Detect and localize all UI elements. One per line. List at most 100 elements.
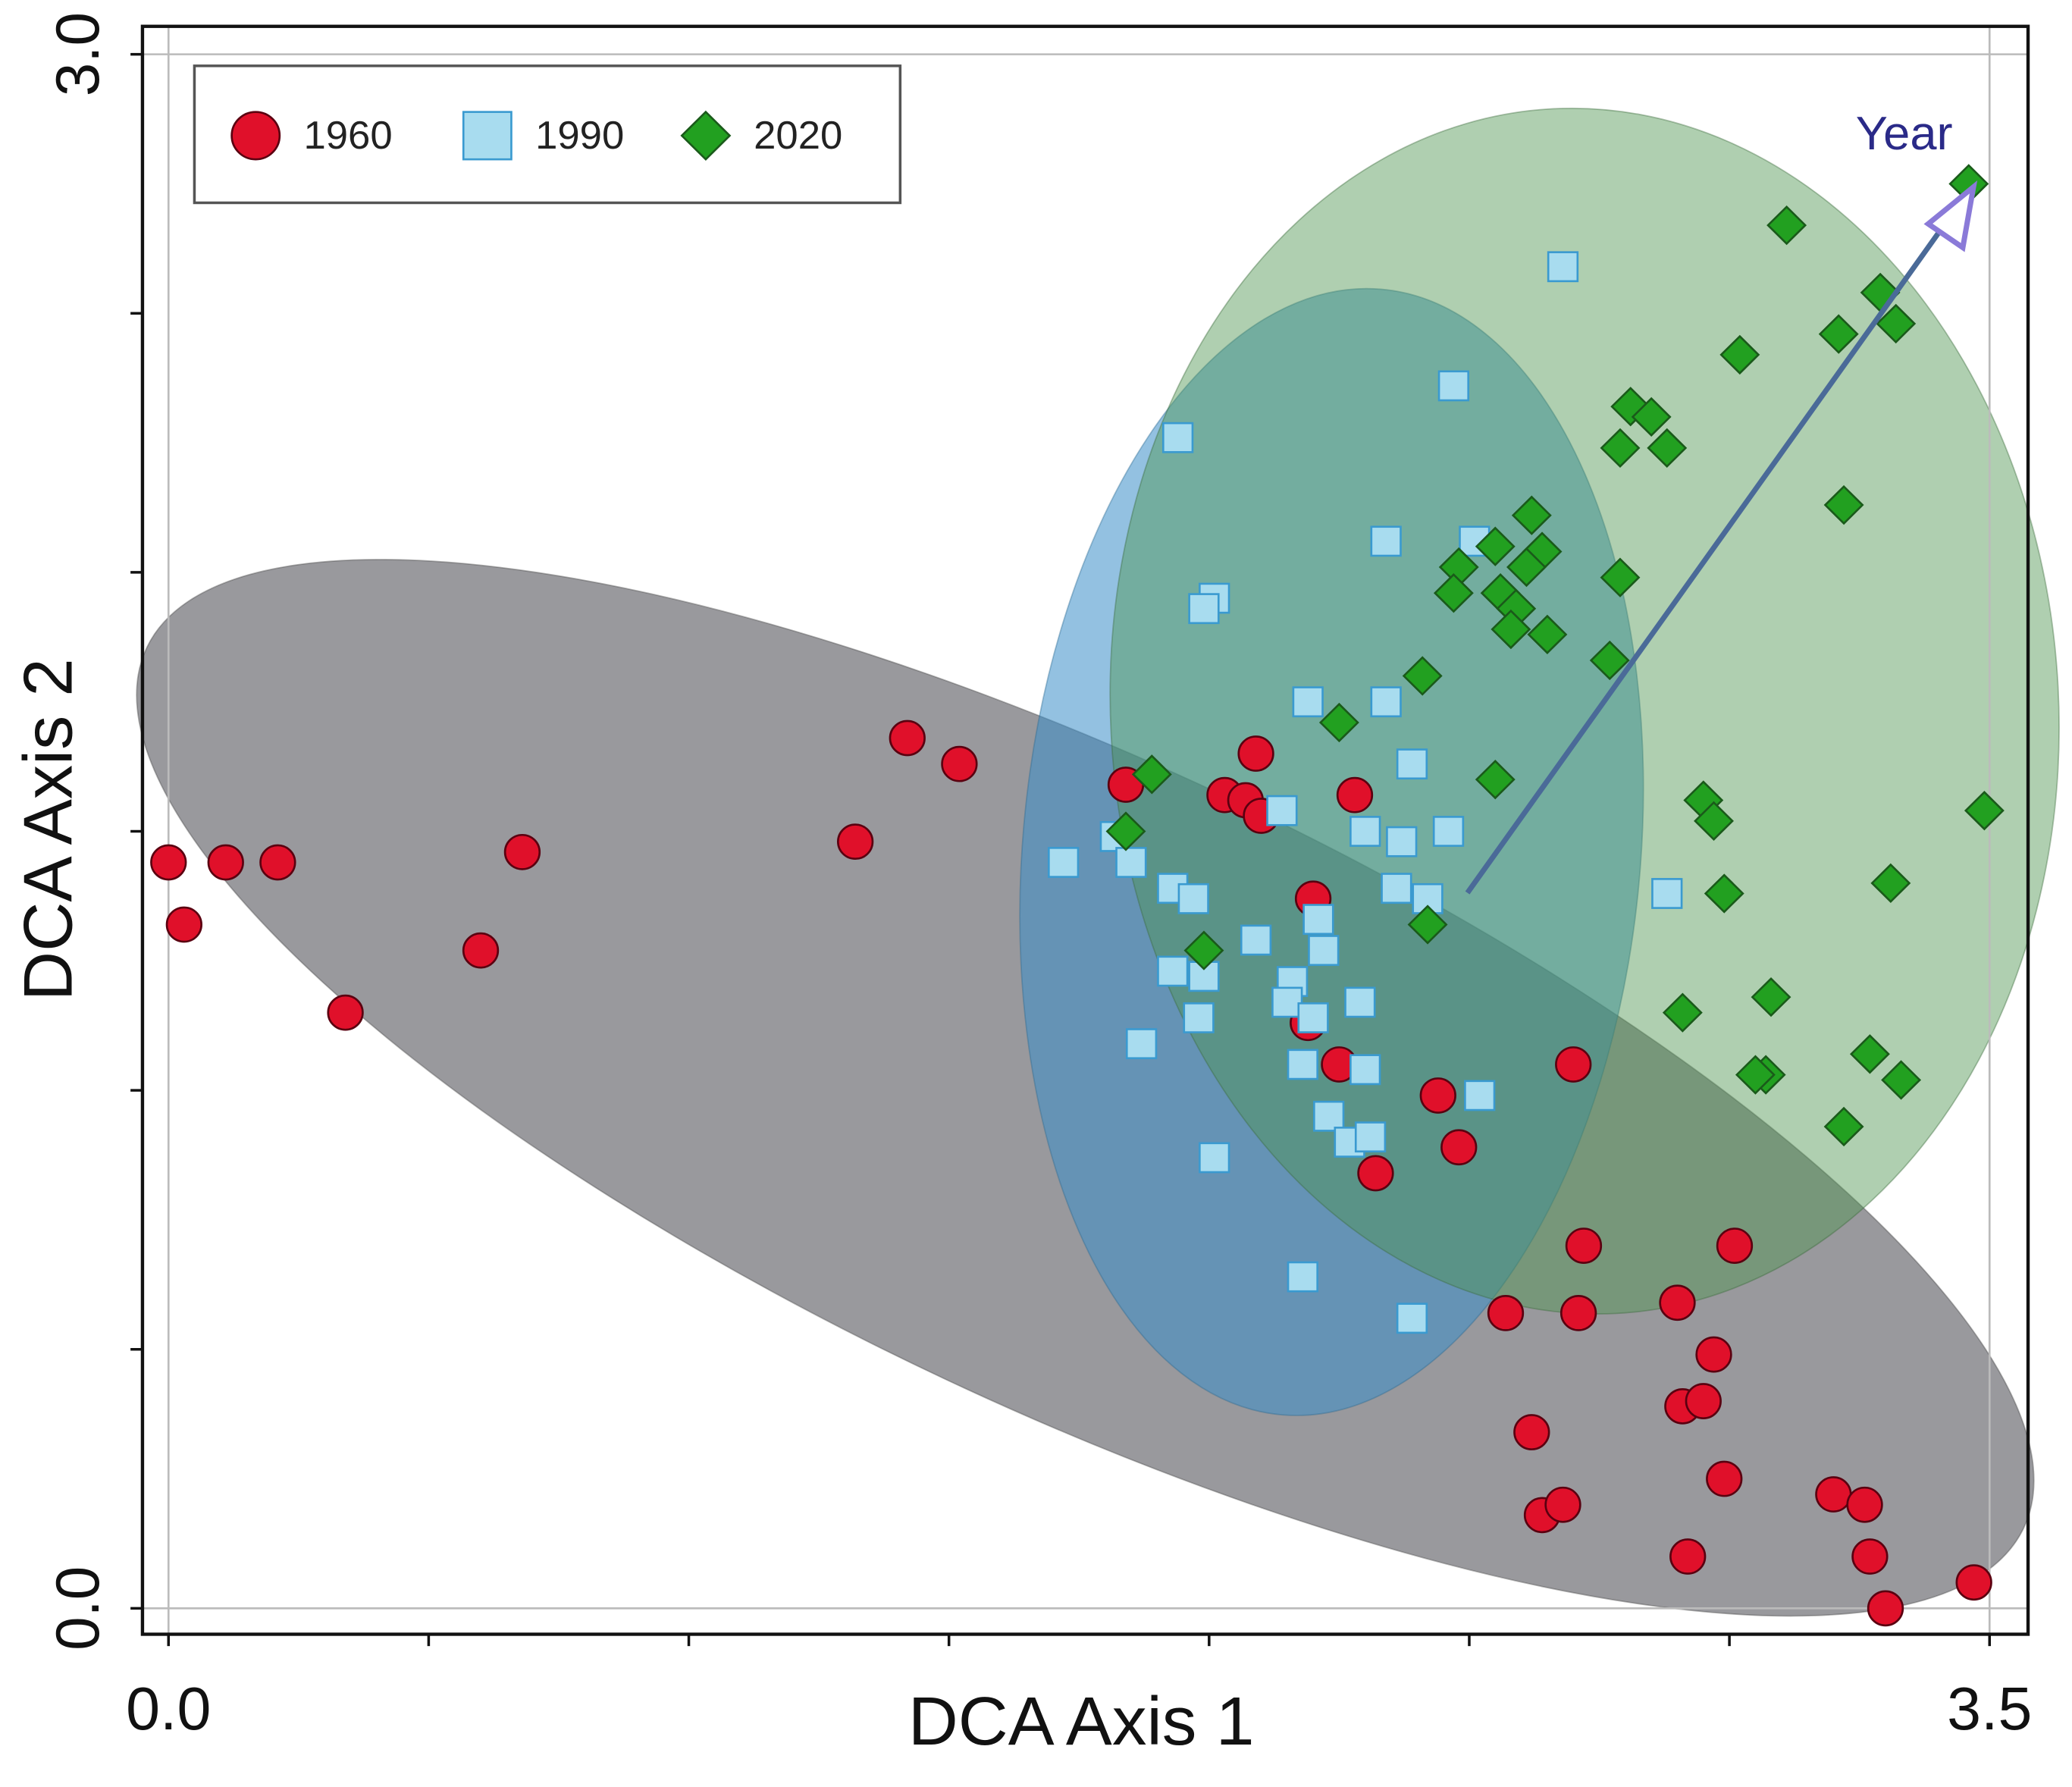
point — [1669, 1538, 1707, 1575]
point — [327, 994, 364, 1031]
point — [1735, 1055, 1776, 1095]
point — [1881, 1060, 1922, 1100]
point — [1437, 370, 1470, 402]
point — [1370, 525, 1402, 557]
x-axis-label: DCA Axis 1 — [908, 1683, 1255, 1759]
point — [1766, 205, 1807, 246]
ellipse-1990 — [1019, 287, 1644, 1416]
point — [1125, 1028, 1158, 1060]
point — [1354, 1121, 1387, 1153]
legend-label: 1990 — [535, 114, 624, 158]
y-tick-label: 0.0 — [44, 1566, 113, 1651]
point — [1402, 656, 1443, 696]
point — [1487, 1295, 1525, 1331]
point — [1867, 1590, 1904, 1627]
point — [1162, 422, 1194, 453]
legend-label: 2020 — [754, 114, 842, 158]
point — [1131, 754, 1172, 795]
points — [150, 164, 2005, 1627]
point — [1386, 826, 1418, 857]
point — [1719, 334, 1760, 375]
point — [1313, 1100, 1345, 1132]
legend-label: 1960 — [303, 114, 392, 158]
point — [1565, 1227, 1603, 1264]
point — [1271, 986, 1303, 1018]
arrow-head — [1923, 180, 1978, 252]
point — [1396, 1303, 1428, 1334]
point — [165, 906, 202, 943]
point — [1823, 484, 1864, 525]
point — [1555, 1046, 1592, 1083]
point — [1115, 847, 1147, 878]
point — [1695, 1336, 1732, 1373]
point — [1292, 686, 1324, 718]
legend-box — [193, 64, 902, 205]
point — [1662, 992, 1703, 1033]
point — [1475, 526, 1516, 566]
point — [462, 932, 500, 969]
point — [1547, 251, 1579, 283]
point — [1266, 795, 1298, 826]
point — [1751, 977, 1791, 1017]
point — [1381, 873, 1412, 904]
legend-marker — [230, 111, 281, 161]
legend-marker — [680, 110, 732, 161]
point — [1589, 640, 1630, 681]
point — [1706, 1460, 1743, 1497]
point — [941, 745, 978, 782]
point — [1370, 686, 1402, 718]
point — [1157, 955, 1189, 987]
point — [1849, 1034, 1890, 1074]
legend-marker — [462, 111, 513, 161]
year-arrow — [1465, 180, 1978, 895]
point — [1818, 314, 1859, 354]
point — [1433, 573, 1474, 613]
point — [1419, 1077, 1456, 1114]
point — [1600, 428, 1641, 469]
point — [150, 844, 187, 881]
legend: 1960 1990 2020 — [193, 64, 902, 205]
point — [1704, 873, 1744, 914]
legend-items: 1960 1990 2020 — [230, 110, 842, 161]
arrow-shaft — [1465, 219, 1949, 895]
point — [1432, 816, 1465, 847]
point — [889, 720, 926, 757]
point — [1357, 1155, 1394, 1192]
point — [503, 833, 541, 870]
axes: 0.0 3.5 0.0 3.0 — [44, 12, 2033, 1743]
point — [1694, 801, 1734, 841]
point — [1048, 847, 1080, 878]
point — [1183, 1002, 1215, 1033]
point — [1297, 1002, 1329, 1033]
y-axis-label: DCA Axis 2 — [10, 658, 87, 1001]
point — [1513, 1414, 1550, 1450]
point — [1823, 1106, 1864, 1147]
y-tick-label: 3.0 — [44, 12, 113, 96]
point — [1600, 557, 1641, 597]
point — [1287, 1261, 1318, 1293]
point — [1237, 735, 1274, 772]
point — [1559, 1295, 1597, 1331]
plot-frame — [140, 24, 2030, 1636]
point — [1188, 593, 1220, 625]
point — [1964, 791, 2005, 831]
point — [1105, 811, 1146, 851]
point — [1491, 609, 1531, 650]
point — [1240, 924, 1272, 956]
point — [1199, 1142, 1230, 1174]
annotation: Year — [1856, 107, 1953, 160]
point — [1349, 816, 1381, 847]
point — [1183, 930, 1224, 970]
point — [1544, 1486, 1581, 1523]
point — [1870, 863, 1911, 903]
point — [1349, 1054, 1381, 1086]
point — [1464, 1080, 1496, 1111]
point — [1336, 776, 1374, 814]
point — [259, 844, 296, 881]
point — [1685, 1383, 1722, 1419]
point — [1318, 702, 1359, 743]
point — [1475, 760, 1516, 800]
x-tick-label: 0.0 — [126, 1675, 211, 1742]
